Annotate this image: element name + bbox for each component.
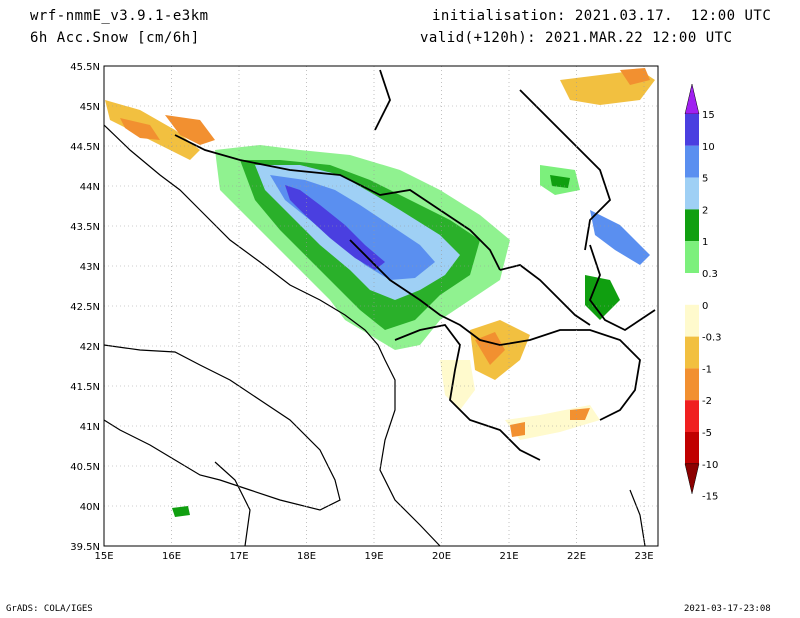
lat-tick-label: 43.5N — [70, 222, 100, 233]
lat-tick-label: 42.5N — [70, 302, 100, 313]
grid-lines — [104, 66, 658, 546]
lon-tick-label: 16E — [162, 551, 181, 562]
colorbar-segment — [685, 336, 699, 369]
lat-tick-label: 42N — [80, 342, 100, 353]
colorbar-segment — [685, 209, 699, 242]
colorbar-label: -5 — [702, 428, 712, 439]
colorbar-segment — [685, 273, 699, 305]
lat-tick-label: 45N — [80, 102, 100, 113]
lon-tick-label: 18E — [297, 551, 316, 562]
colorbar-segment — [685, 177, 699, 210]
colorbar-top-arrow — [684, 83, 700, 115]
colorbar-label: 0.3 — [702, 269, 718, 280]
lat-tick-label: 40.5N — [70, 462, 100, 473]
lon-tick-label: 19E — [364, 551, 383, 562]
plot-frame — [103, 65, 659, 547]
lon-axis: 15E 16E 17E 18E 19E 20E 21E 22E 23E — [94, 551, 653, 562]
colorbar-segment — [685, 114, 699, 146]
colorbar-label: -2 — [702, 396, 712, 407]
colorbar-label: 15 — [702, 110, 715, 121]
lat-tick-label: 43N — [80, 262, 100, 273]
lat-tick-label: 41N — [80, 422, 100, 433]
colorbar-label: -0.3 — [702, 333, 722, 344]
colorbar-segment — [685, 145, 699, 178]
lon-tick-label: 21E — [499, 551, 518, 562]
lat-tick-label: 44N — [80, 182, 100, 193]
lat-axis: 45.5N 45N 44.5N 44N 43.5N 43N 42.5N 42N 41.5N 41N… — [70, 62, 100, 553]
credit-label: GrADS: COLA/IGES — [6, 604, 93, 614]
colorbar-segment — [685, 432, 699, 464]
colorbar-label: 1 — [702, 237, 708, 248]
country-borders — [174, 69, 656, 461]
init-time: initialisation: 2021.03.17. 12:00 UTC — [432, 8, 772, 24]
field-name: 6h Acc.Snow [cm/6h] — [30, 30, 200, 46]
colorbar-bottom-arrow — [684, 463, 700, 494]
colorbar-label: 0 — [702, 301, 708, 312]
colorbar-label: 2 — [702, 205, 708, 216]
timestamp-label: 2021-03-17-23:08 — [684, 604, 771, 614]
colorbar-segment — [685, 400, 699, 432]
lon-tick-label: 15E — [94, 551, 113, 562]
lat-tick-label: 41.5N — [70, 382, 100, 393]
lon-tick-label: 20E — [432, 551, 451, 562]
colorbar-label: -10 — [702, 460, 718, 471]
lon-tick-label: 23E — [634, 551, 653, 562]
model-name: wrf-nmmE_v3.9.1-e3km — [30, 8, 209, 24]
colorbar-segment — [685, 241, 699, 273]
lon-tick-label: 22E — [567, 551, 586, 562]
valid-time: valid(+120h): 2021.MAR.22 12:00 UTC — [420, 30, 733, 46]
lat-tick-label: 40N — [80, 502, 100, 513]
colorbar-segment — [685, 368, 699, 401]
colorbar-label: -15 — [702, 492, 718, 503]
coastlines — [103, 124, 646, 547]
lon-tick-label: 17E — [229, 551, 248, 562]
colorbar-label: 5 — [702, 174, 708, 185]
lat-tick-label: 39.5N — [70, 542, 100, 553]
colorbar-label: -1 — [702, 364, 712, 375]
colorbar-label: 10 — [702, 142, 715, 153]
colorbar-segment — [685, 304, 699, 337]
lat-tick-label: 44.5N — [70, 142, 100, 153]
colorbar: 15 10 5 2 1 0.3 0 -0.3 -1 -2 -5 -10 -15 — [684, 83, 722, 503]
lat-tick-label: 45.5N — [70, 62, 100, 73]
